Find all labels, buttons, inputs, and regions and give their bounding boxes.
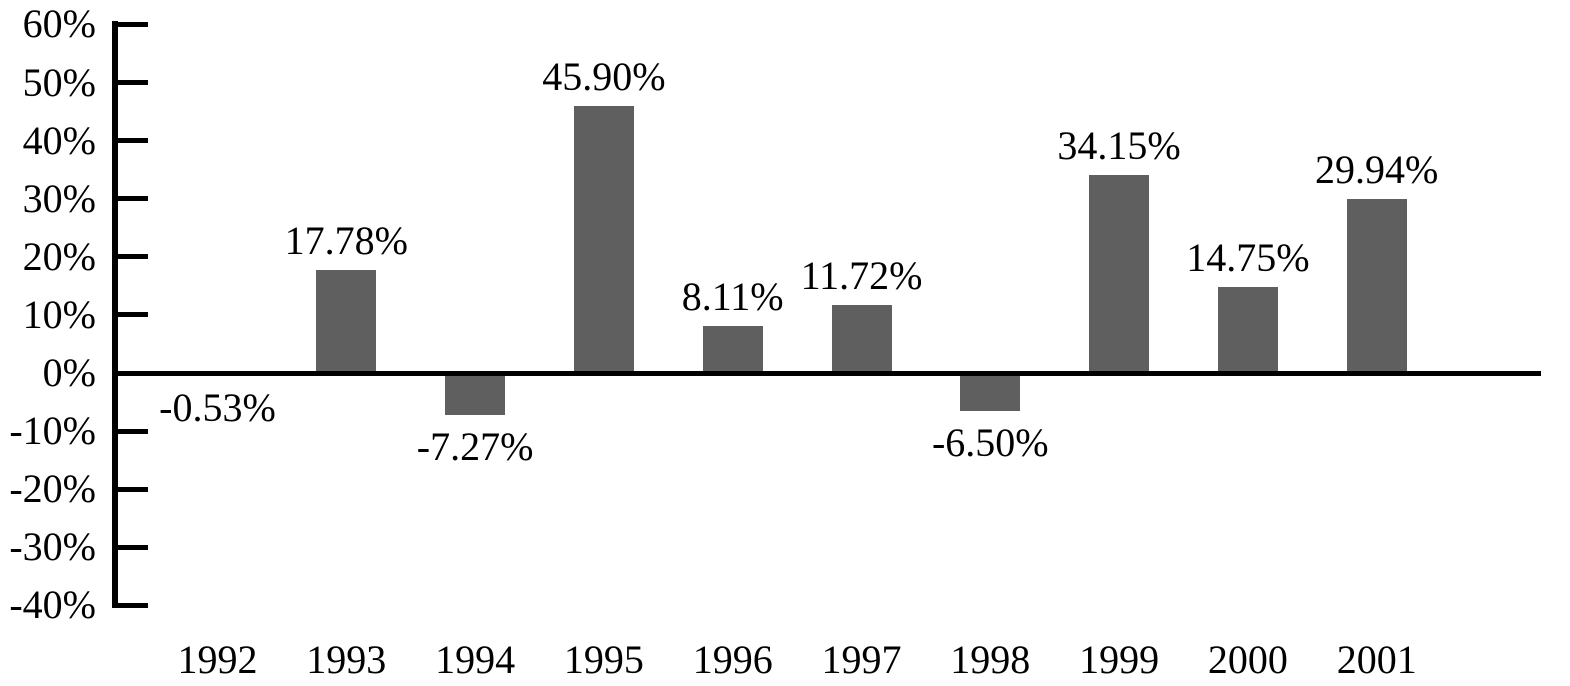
y-axis-tick-mark <box>112 254 148 260</box>
x-axis-label: 1993 <box>306 637 387 682</box>
y-axis-tick-label: -10% <box>9 408 96 454</box>
bar-value-label: 17.78% <box>284 217 408 263</box>
x-axis-label: 1996 <box>692 637 773 682</box>
bar-value-label: 8.11% <box>681 273 784 319</box>
bar-2000 <box>1217 287 1278 373</box>
bar-value-label: -0.53% <box>159 385 276 431</box>
x-axis-label: 1998 <box>950 637 1031 682</box>
y-axis-tick-mark <box>112 428 148 434</box>
x-axis-label: 1999 <box>1079 637 1160 682</box>
y-axis-tick-mark <box>112 312 148 318</box>
bar-value-label: 14.75% <box>1186 235 1310 281</box>
bar-value-label: -6.50% <box>931 419 1049 465</box>
y-axis-tick-label: -20% <box>9 466 96 512</box>
x-axis-label: 2001 <box>1336 637 1417 682</box>
x-axis-label: 2000 <box>1207 637 1288 682</box>
bar-value-label: 45.90% <box>542 54 666 100</box>
bar-value-label: -7.27% <box>416 424 534 470</box>
bar-1995 <box>573 106 634 373</box>
bar-2001 <box>1346 199 1407 373</box>
bar-value-label: 29.94% <box>1315 147 1439 193</box>
x-axis-label: 1995 <box>563 637 644 682</box>
y-axis-tick-label: 50% <box>22 59 96 105</box>
bar-1996 <box>702 325 763 373</box>
x-axis-label: 1992 <box>177 637 258 682</box>
x-axis-label: 1994 <box>435 637 516 682</box>
y-axis-tick-label: 20% <box>22 233 96 279</box>
y-axis-tick-mark <box>112 138 148 144</box>
bar-1997 <box>831 304 892 373</box>
y-axis-tick-label: 30% <box>22 175 96 221</box>
y-axis-tick-mark <box>112 602 148 608</box>
y-axis-tick-mark <box>112 544 148 550</box>
y-axis-tick-label: 0% <box>42 350 96 395</box>
y-axis-tick-label: 60% <box>22 1 96 47</box>
y-axis-tick-mark <box>112 486 148 492</box>
y-axis-tick-label: 40% <box>22 117 96 163</box>
y-axis-tick-mark <box>112 21 148 27</box>
x-axis-zero-line <box>112 370 1541 376</box>
x-axis-label: 1997 <box>821 637 902 682</box>
y-axis-tick-label: -40% <box>9 582 96 628</box>
bar-1993 <box>316 269 377 373</box>
y-axis-tick-label: -30% <box>9 524 96 570</box>
y-axis-tick-mark <box>112 196 148 202</box>
bar-value-label: 11.72% <box>800 252 923 298</box>
y-axis-tick-mark <box>112 80 148 85</box>
y-axis-tick-label: 10% <box>22 291 96 337</box>
bar-value-label: 34.15% <box>1057 122 1181 168</box>
bar-1999 <box>1089 174 1150 373</box>
bar-1994 <box>445 373 506 416</box>
bar-1998 <box>960 373 1021 411</box>
